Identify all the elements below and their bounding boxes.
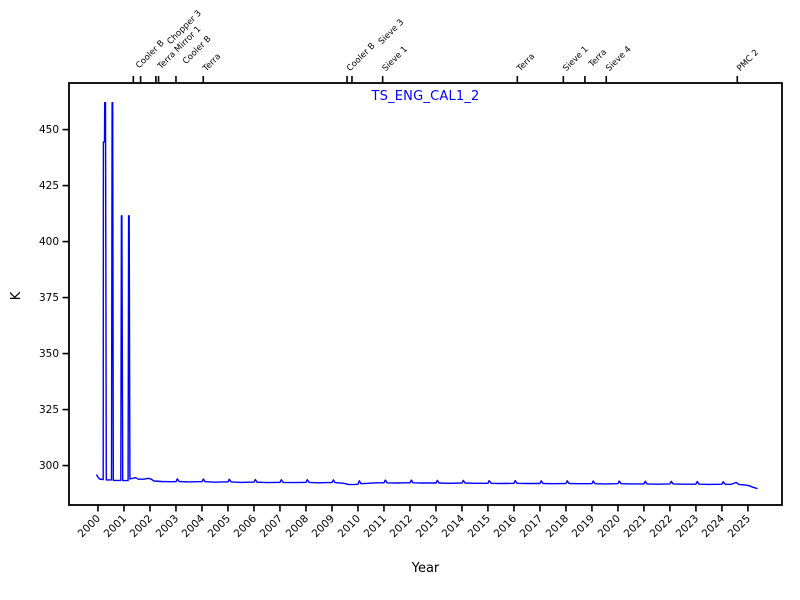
y-tick-label: 375	[39, 292, 59, 304]
y-tick-label: 425	[39, 180, 59, 192]
x-tick-label: 2006	[232, 512, 260, 540]
x-tick-label: 2012	[388, 513, 415, 540]
x-tick-label: 2024	[700, 512, 728, 540]
y-tick-label: 325	[39, 404, 59, 416]
event-label: Terra	[515, 52, 538, 75]
y-tick-label: 450	[39, 124, 59, 136]
x-tick-label: 2017	[518, 513, 545, 540]
x-tick-label: 2003	[154, 513, 181, 540]
x-tick-label: 2023	[674, 513, 701, 540]
event-label: Sieve 3	[377, 18, 406, 47]
x-tick-label: 2016	[492, 512, 520, 540]
x-tick-label: 2021	[622, 513, 649, 540]
x-tick-label: 2011	[362, 513, 389, 540]
x-tick-label: 2000	[76, 513, 103, 540]
x-tick-label: 2007	[258, 513, 285, 540]
x-tick-label: 2015	[466, 513, 493, 540]
x-tick-label: 2009	[310, 513, 337, 540]
x-tick-label: 2013	[414, 513, 441, 540]
chart-title: TS_ENG_CAL1_2	[371, 89, 480, 104]
x-axis-label: Year	[411, 561, 440, 576]
event-label: Cooler B	[345, 41, 378, 74]
x-tick-label: 2002	[128, 513, 155, 540]
x-tick-label: 2004	[180, 512, 208, 540]
event-label: Terra	[201, 52, 224, 75]
event-label: Sieve 1	[381, 44, 410, 73]
event-label: Sieve 1	[561, 44, 590, 73]
x-tick-label: 2025	[726, 513, 753, 540]
data-line	[95, 101, 758, 490]
x-tick-label: 2005	[206, 513, 233, 540]
x-tick-label: 2020	[596, 513, 623, 540]
plot-border	[68, 82, 783, 506]
x-tick-label: 2022	[648, 513, 675, 540]
event-label: Sieve 4	[604, 44, 633, 73]
x-tick-label: 2001	[102, 513, 129, 540]
y-axis-label: K	[8, 291, 24, 301]
y-tick-label: 350	[39, 348, 59, 360]
x-tick-label: 2014	[440, 512, 468, 540]
event-label: PMC 2	[735, 48, 761, 74]
x-tick-label: 2018	[544, 513, 571, 540]
y-tick-label: 300	[39, 460, 59, 472]
y-tick-label: 400	[39, 236, 59, 248]
x-tick-label: 2019	[570, 513, 597, 540]
x-tick-label: 2010	[336, 513, 363, 540]
x-tick-label: 2008	[284, 513, 311, 540]
